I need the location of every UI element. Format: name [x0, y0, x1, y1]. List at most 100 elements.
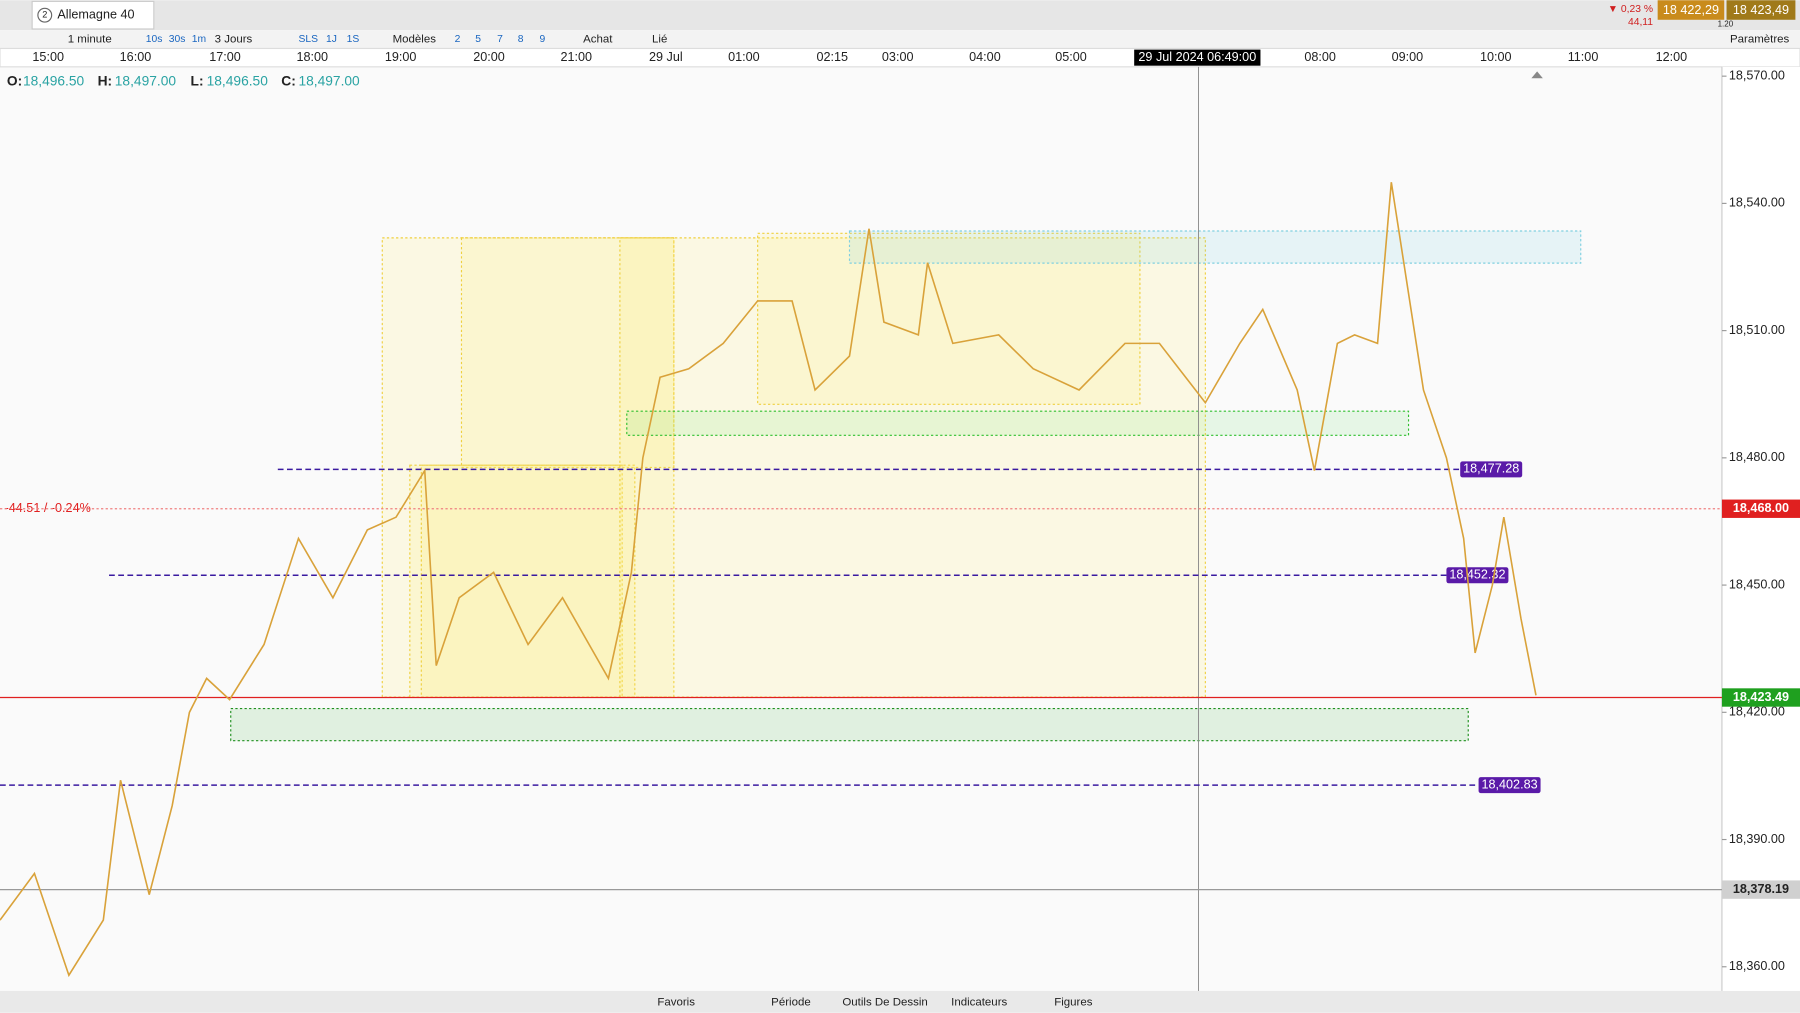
zone	[409, 464, 623, 698]
price-label: 18,423.49	[1733, 690, 1789, 704]
y-tick-label: 18,420.00	[1729, 705, 1785, 719]
x-tick-label: 03:00	[882, 50, 914, 64]
interval-button[interactable]: 30s	[169, 34, 186, 45]
x-tick-label: 29 Jul	[649, 50, 683, 64]
x-tick-label: 04:00	[969, 50, 1001, 64]
crosshair-time: 29 Jul 2024 06:49:00	[1138, 50, 1256, 64]
ohlc-value: 18,496.50	[23, 73, 85, 88]
reference-annotation: -44.51 / -0.24%	[5, 501, 91, 515]
zone	[230, 707, 1469, 742]
y-tick-label: 18,390.00	[1729, 832, 1785, 846]
bid-box[interactable]	[1657, 0, 1725, 20]
time-axis	[0, 47, 1800, 68]
marker-icon	[1531, 71, 1543, 79]
x-tick-label: 08:00	[1304, 50, 1336, 64]
footer-bar	[0, 990, 1800, 1013]
bid[interactable]: 18 422,29	[1663, 3, 1719, 17]
zone	[619, 237, 1206, 698]
footer-tab[interactable]: Indicateurs	[951, 996, 1007, 1008]
footer-tab[interactable]: Favoris	[657, 996, 695, 1008]
x-tick-label: 17:00	[209, 50, 241, 64]
settings[interactable]: Paramètres	[1730, 33, 1790, 45]
zone	[848, 230, 1582, 264]
buy[interactable]: Achat	[583, 33, 613, 45]
change-abs: 44,11	[1628, 17, 1653, 28]
interval-button[interactable]: 10s	[146, 34, 163, 45]
y-tick-label: 18,360.00	[1729, 959, 1785, 973]
ask-box[interactable]	[1726, 0, 1796, 20]
price-box	[1721, 688, 1800, 707]
price-label: 18,378.19	[1733, 882, 1789, 896]
instrument-tab[interactable]	[31, 0, 155, 30]
y-tick-label: 18,570.00	[1729, 68, 1785, 82]
range-button[interactable]: 1S	[347, 34, 360, 45]
x-tick-label: 21:00	[560, 50, 592, 64]
crosshair-time-box	[1134, 49, 1261, 66]
level-label: 18,402.83	[1482, 777, 1538, 791]
x-tick-label: 20:00	[473, 50, 505, 64]
toolbar	[0, 30, 1800, 49]
layout-button[interactable]: 2	[455, 34, 461, 45]
y-tick-label: 18,450.00	[1729, 577, 1785, 591]
templates[interactable]: Modèles	[393, 33, 437, 45]
zones	[381, 232, 1206, 698]
layout-button[interactable]: 7	[497, 34, 503, 45]
x-tick-label: 15:00	[32, 50, 64, 64]
x-tick-label: 02:15	[816, 50, 848, 64]
interval[interactable]: 1 minute	[68, 33, 112, 45]
footer-tab[interactable]: Outils De Dessin	[842, 996, 927, 1008]
top-bar	[0, 0, 1800, 31]
interval-button[interactable]: 1m	[192, 34, 206, 45]
y-tick-label: 18,480.00	[1729, 450, 1785, 464]
layout-button[interactable]: 5	[475, 34, 481, 45]
zone	[460, 237, 675, 469]
linked[interactable]: Lié	[652, 33, 667, 45]
x-tick-label: 10:00	[1480, 50, 1512, 64]
y-tick-label: 18,510.00	[1729, 323, 1785, 337]
zone	[757, 232, 1141, 405]
ohlc-value: 18,497.00	[298, 73, 360, 88]
range-button[interactable]: 1J	[326, 34, 337, 45]
ohlc-key: L:	[191, 73, 204, 88]
level-box	[1460, 461, 1523, 478]
level-box	[1478, 777, 1541, 794]
tab-number: 2	[42, 10, 47, 20]
ask[interactable]: 18 423,49	[1733, 3, 1789, 17]
range[interactable]: 3 Jours	[215, 33, 253, 45]
change-pct: ▼ 0,23 %	[1608, 4, 1653, 15]
zone	[626, 410, 1410, 436]
footer-tab[interactable]: Figures	[1054, 996, 1093, 1008]
ohlc-key: O:	[7, 73, 22, 88]
x-tick-label: 18:00	[296, 50, 328, 64]
price-box	[1721, 499, 1800, 518]
level-label: 18,452.32	[1449, 568, 1505, 582]
spread: 1.20	[1718, 19, 1734, 28]
x-tick-label: 16:00	[120, 50, 152, 64]
price-box	[1721, 880, 1800, 899]
ohlc-key: C:	[281, 73, 296, 88]
price-line-series	[0, 182, 1537, 978]
tab-badge	[37, 7, 53, 23]
x-tick-label: 11:00	[1568, 50, 1599, 64]
x-tick-label: 12:00	[1656, 50, 1688, 64]
level-label: 18,477.28	[1463, 462, 1519, 476]
x-tick-label: 09:00	[1392, 50, 1424, 64]
layout-button[interactable]: 9	[540, 34, 546, 45]
price-label: 18,468.00	[1733, 501, 1789, 515]
footer-tab[interactable]: Période	[771, 996, 811, 1008]
price-axis	[1721, 66, 1800, 991]
x-tick-label: 05:00	[1055, 50, 1087, 64]
ohlc-key: H:	[98, 73, 113, 88]
ohlc-value: 18,497.00	[115, 73, 177, 88]
x-tick-label: 19:00	[385, 50, 417, 64]
y-tick-label: 18,540.00	[1729, 196, 1785, 210]
x-tick-label: 01:00	[728, 50, 760, 64]
layout-button[interactable]: 8	[518, 34, 524, 45]
ohlc-value: 18,496.50	[207, 73, 269, 88]
range-button[interactable]: SLS	[298, 34, 318, 45]
zone	[420, 464, 636, 698]
instrument[interactable]: Allemagne 40	[57, 8, 134, 22]
